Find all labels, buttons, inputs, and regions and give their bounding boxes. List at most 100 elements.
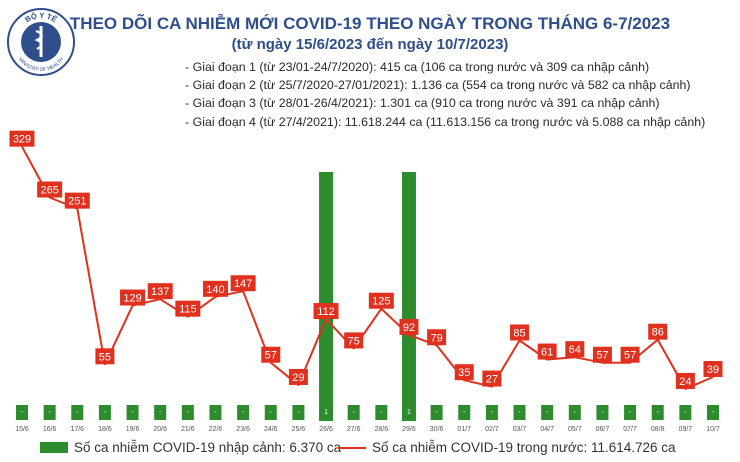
domestic-data-label-box bbox=[313, 303, 339, 320]
imported-bar bbox=[98, 405, 111, 420]
x-tick-label: 22/6 bbox=[209, 426, 223, 433]
imported-bar bbox=[401, 172, 416, 421]
x-tick-label: 10/7 bbox=[706, 426, 720, 433]
legend-swatch-bar bbox=[40, 442, 68, 453]
domestic-data-label: 75 bbox=[348, 335, 360, 347]
domestic-data-label-box bbox=[620, 346, 640, 363]
imported-bar-label: 1 bbox=[324, 409, 328, 416]
imported-bar bbox=[430, 405, 443, 420]
imported-bar bbox=[181, 405, 194, 420]
phase-note: - Giai đoạn 2 (từ 25/7/2020-27/01/2021):… bbox=[185, 78, 691, 93]
legend-swatch-line bbox=[338, 446, 366, 449]
domestic-data-label: 265 bbox=[40, 185, 58, 197]
x-tick-label: 26/6 bbox=[319, 426, 333, 433]
imported-bar bbox=[126, 405, 139, 420]
legend-label-imported: Số ca nhiễm COVID-19 nhập cảnh: 6.370 ca bbox=[74, 440, 342, 455]
domestic-data-label: 329 bbox=[13, 134, 31, 146]
imported-bar-label: - bbox=[48, 409, 51, 416]
domestic-data-label-box bbox=[261, 346, 281, 363]
domestic-data-label: 86 bbox=[652, 327, 664, 339]
domestic-data-label-box bbox=[510, 324, 530, 341]
imported-bar-label: - bbox=[546, 409, 549, 416]
domestic-data-label-box bbox=[675, 372, 695, 389]
imported-bar-label: - bbox=[574, 409, 577, 416]
x-tick-label: 20/6 bbox=[153, 426, 167, 433]
imported-bar bbox=[513, 405, 526, 420]
ministry-of-health-logo: BỘ Y TẾ MINISTRY OF HEALTH bbox=[7, 8, 75, 76]
imported-bar-label: - bbox=[712, 409, 715, 416]
chart-legend: Số ca nhiễm COVID-19 nhập cảnh: 6.370 ca… bbox=[0, 438, 740, 460]
domestic-data-label-box bbox=[565, 341, 585, 358]
domestic-data-label: 251 bbox=[68, 196, 86, 208]
domestic-data-label: 64 bbox=[569, 344, 581, 356]
x-tick-label: 25/6 bbox=[292, 426, 306, 433]
domestic-data-label-box bbox=[120, 289, 146, 306]
domestic-data-label-box bbox=[454, 364, 474, 381]
domestic-data-label-box bbox=[288, 368, 308, 385]
x-tick-label: 03/7 bbox=[513, 426, 527, 433]
x-tick-label: 08/8 bbox=[651, 426, 665, 433]
imported-bar-label: - bbox=[159, 409, 162, 416]
domestic-data-label-box bbox=[37, 181, 63, 198]
x-tick-label: 29/6 bbox=[402, 426, 416, 433]
phase-note: - Giai đoạn 3 (từ 28/01-26/4/2021): 1.30… bbox=[185, 96, 660, 111]
imported-bar-label: - bbox=[684, 409, 687, 416]
imported-bar-label: - bbox=[214, 409, 217, 416]
imported-bar-label: - bbox=[491, 409, 494, 416]
imported-bar-label: - bbox=[518, 409, 521, 416]
domestic-data-label-box bbox=[64, 192, 90, 209]
imported-bar bbox=[209, 405, 222, 420]
imported-bar-label: - bbox=[629, 409, 632, 416]
imported-bar-label: - bbox=[187, 409, 190, 416]
x-tick-label: 05/7 bbox=[568, 426, 582, 433]
imported-bar-label: - bbox=[21, 409, 24, 416]
x-tick-label: 02/7 bbox=[485, 426, 499, 433]
x-tick-label: 21/6 bbox=[181, 426, 195, 433]
phase-note: - Giai đoạn 1 (từ 23/01-24/7/2020): 415 … bbox=[185, 60, 650, 74]
x-tick-label: 30/6 bbox=[430, 426, 444, 433]
domestic-data-label-box bbox=[9, 130, 35, 147]
x-tick-label: 09/7 bbox=[679, 426, 693, 433]
domestic-data-label: 29 bbox=[292, 372, 304, 384]
domestic-data-label-box bbox=[537, 343, 557, 360]
domestic-data-label-box bbox=[147, 283, 173, 300]
domestic-data-label: 92 bbox=[403, 322, 415, 334]
imported-bar bbox=[624, 405, 637, 420]
imported-bar-label: 1 bbox=[407, 409, 411, 416]
domestic-data-label-box bbox=[344, 332, 364, 349]
domestic-data-label-box bbox=[202, 280, 228, 297]
imported-bar bbox=[16, 405, 28, 420]
x-tick-label: 24/6 bbox=[264, 426, 278, 433]
legend-item-imported: Số ca nhiễm COVID-19 nhập cảnh: 6.370 ca bbox=[40, 440, 341, 455]
x-tick-label: 06/7 bbox=[596, 426, 610, 433]
domestic-data-label: 35 bbox=[458, 367, 470, 379]
imported-bar-label: - bbox=[297, 409, 300, 416]
domestic-data-label: 39 bbox=[707, 364, 719, 376]
imported-bar-label: - bbox=[601, 409, 604, 416]
imported-bar bbox=[237, 405, 250, 420]
imported-bar-label: - bbox=[270, 409, 273, 416]
domestic-data-label: 140 bbox=[206, 284, 224, 296]
x-tick-label: 17/6 bbox=[70, 426, 84, 433]
imported-bar-label: - bbox=[380, 409, 383, 416]
imported-bar-label: - bbox=[242, 409, 245, 416]
imported-bar bbox=[541, 405, 554, 420]
imported-bar bbox=[596, 405, 609, 420]
domestic-data-label-box bbox=[592, 346, 612, 363]
domestic-data-label: 57 bbox=[624, 350, 636, 362]
imported-bar-label: - bbox=[463, 409, 466, 416]
domestic-data-label: 61 bbox=[541, 347, 553, 359]
domestic-data-label-box bbox=[95, 348, 115, 365]
domestic-data-label-box bbox=[175, 300, 201, 317]
imported-bar bbox=[458, 405, 471, 420]
imported-bar bbox=[71, 405, 84, 420]
domestic-data-label-box bbox=[399, 318, 419, 335]
domestic-data-label: 55 bbox=[99, 351, 111, 363]
imported-bar bbox=[651, 405, 664, 420]
domestic-data-label: 129 bbox=[123, 293, 141, 305]
chart-title: THEO DÕI CA NHIỄM MỚI COVID-19 THEO NGÀY… bbox=[69, 14, 671, 33]
imported-bar bbox=[707, 405, 719, 420]
x-tick-label: 16/6 bbox=[43, 426, 57, 433]
logo-top-text: BỘ Y TẾ bbox=[24, 11, 59, 24]
imported-bar-label: - bbox=[435, 409, 438, 416]
